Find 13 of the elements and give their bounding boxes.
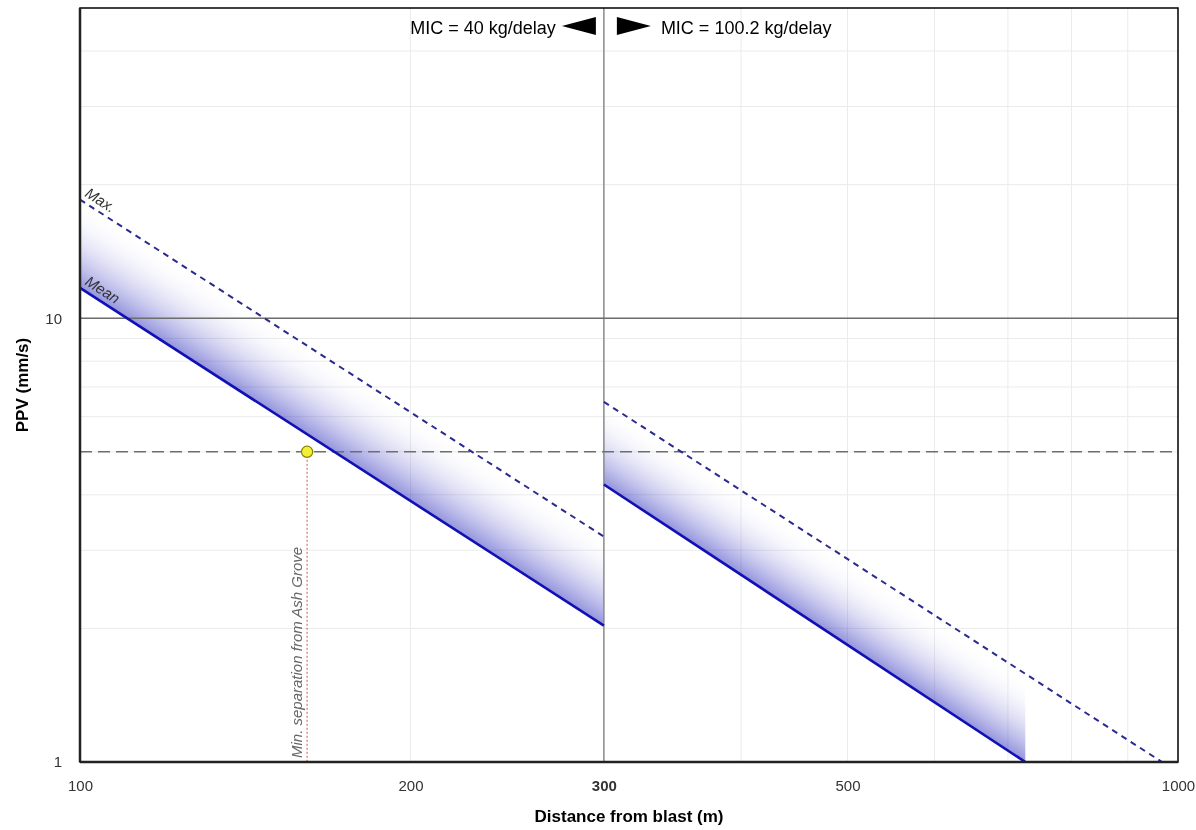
annotation: Min. separation from Ash Grove: [288, 546, 306, 758]
y-tick-label: 10: [45, 309, 62, 327]
y-tick-label: 1: [53, 753, 62, 771]
x-tick-label: 500: [835, 776, 861, 794]
x-tick-label: 100: [67, 776, 94, 794]
annotation: MIC = 40 kg/delay: [410, 18, 556, 38]
text: Max.: [82, 183, 119, 216]
x-tick-label: 1000: [1161, 776, 1196, 794]
x-tick-label: 300: [591, 776, 617, 794]
x-tick-label: 200: [398, 776, 424, 794]
x-axis-title: Distance from blast (m): [534, 807, 724, 826]
y-axis-title: PPV (mm/s): [13, 337, 32, 433]
annotation: MIC = 100.2 kg/delay: [660, 18, 832, 38]
